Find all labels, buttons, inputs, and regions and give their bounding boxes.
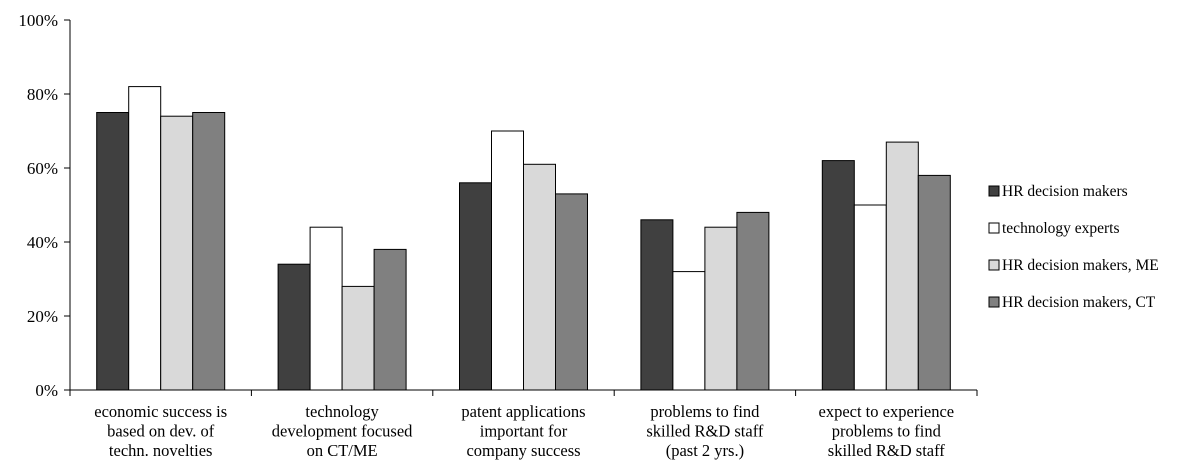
y-tick-label: 60%: [27, 159, 58, 178]
bar: [917, 174, 951, 391]
x-category-label-line: (past 2 yrs.): [666, 441, 744, 460]
x-category-label-line: development focused: [272, 422, 413, 441]
bar: [160, 115, 194, 391]
legend-label: HR decision makers, ME: [1002, 257, 1159, 274]
x-category-label-line: skilled R&D staff: [828, 441, 946, 460]
legend-swatch: [988, 222, 1000, 234]
legend-swatch: [988, 185, 1000, 197]
x-category-label-line: based on dev. of: [107, 422, 215, 441]
bar: [853, 204, 887, 391]
x-category-label-line: patent applications: [461, 402, 585, 421]
x-category-label-line: company success: [466, 441, 580, 460]
x-category-label-line: technology: [305, 402, 379, 421]
y-tick-label: 40%: [27, 233, 58, 252]
bar: [885, 141, 919, 391]
legend-label: technology experts: [1002, 220, 1120, 237]
x-axis-category-labels: economic success is based on dev. of techn…: [94, 402, 954, 460]
x-category-label: expect to experience problems to find skil…: [819, 402, 955, 460]
x-category-label-line: expect to experience: [819, 402, 955, 421]
bar: [491, 130, 524, 391]
x-category-label: problems to find skilled R&D staff (past 2…: [646, 402, 764, 460]
bar: [459, 182, 492, 391]
bar: [96, 112, 130, 391]
y-tick-label: 0%: [35, 381, 58, 400]
bar: [523, 163, 556, 391]
bar: [277, 263, 311, 391]
legend-label: HR decision makers, CT: [1002, 294, 1156, 311]
bar: [821, 160, 855, 391]
bar: [672, 271, 706, 391]
x-category-label-line: techn. novelties: [109, 441, 213, 460]
x-category-label-line: important for: [480, 422, 568, 441]
bars-group: [96, 86, 951, 391]
x-category-label: technology development focused on CT/ME: [272, 402, 413, 460]
x-category-label: patent applications important for company …: [461, 402, 585, 460]
bar: [192, 112, 226, 391]
bar: [373, 248, 407, 391]
x-category-label: economic success is based on dev. of techn…: [94, 402, 227, 460]
x-category-label-line: economic success is: [94, 402, 227, 421]
bar: [704, 226, 738, 391]
y-axis-ticks: 0% 20% 40% 60% 80% 100%: [18, 11, 70, 400]
x-category-label-line: problems to find: [650, 402, 760, 421]
x-category-label-line: problems to find: [832, 422, 942, 441]
axes-group: [69, 20, 978, 396]
bar: [736, 211, 770, 391]
bar: [309, 226, 343, 391]
legend-swatch: [988, 296, 1000, 308]
bar: [640, 219, 674, 391]
legend: HR decision makers technology experts HR d…: [988, 183, 1159, 311]
bar: [341, 285, 375, 391]
legend-swatch: [988, 259, 1000, 271]
y-tick-label: 20%: [27, 307, 58, 326]
y-tick-label: 100%: [18, 11, 58, 30]
x-category-label-line: skilled R&D staff: [646, 422, 764, 441]
legend-label: HR decision makers: [1002, 183, 1128, 200]
y-tick-label: 80%: [27, 85, 58, 104]
bar: [555, 193, 588, 391]
x-category-label-line: on CT/ME: [307, 441, 378, 460]
bar: [128, 86, 162, 391]
